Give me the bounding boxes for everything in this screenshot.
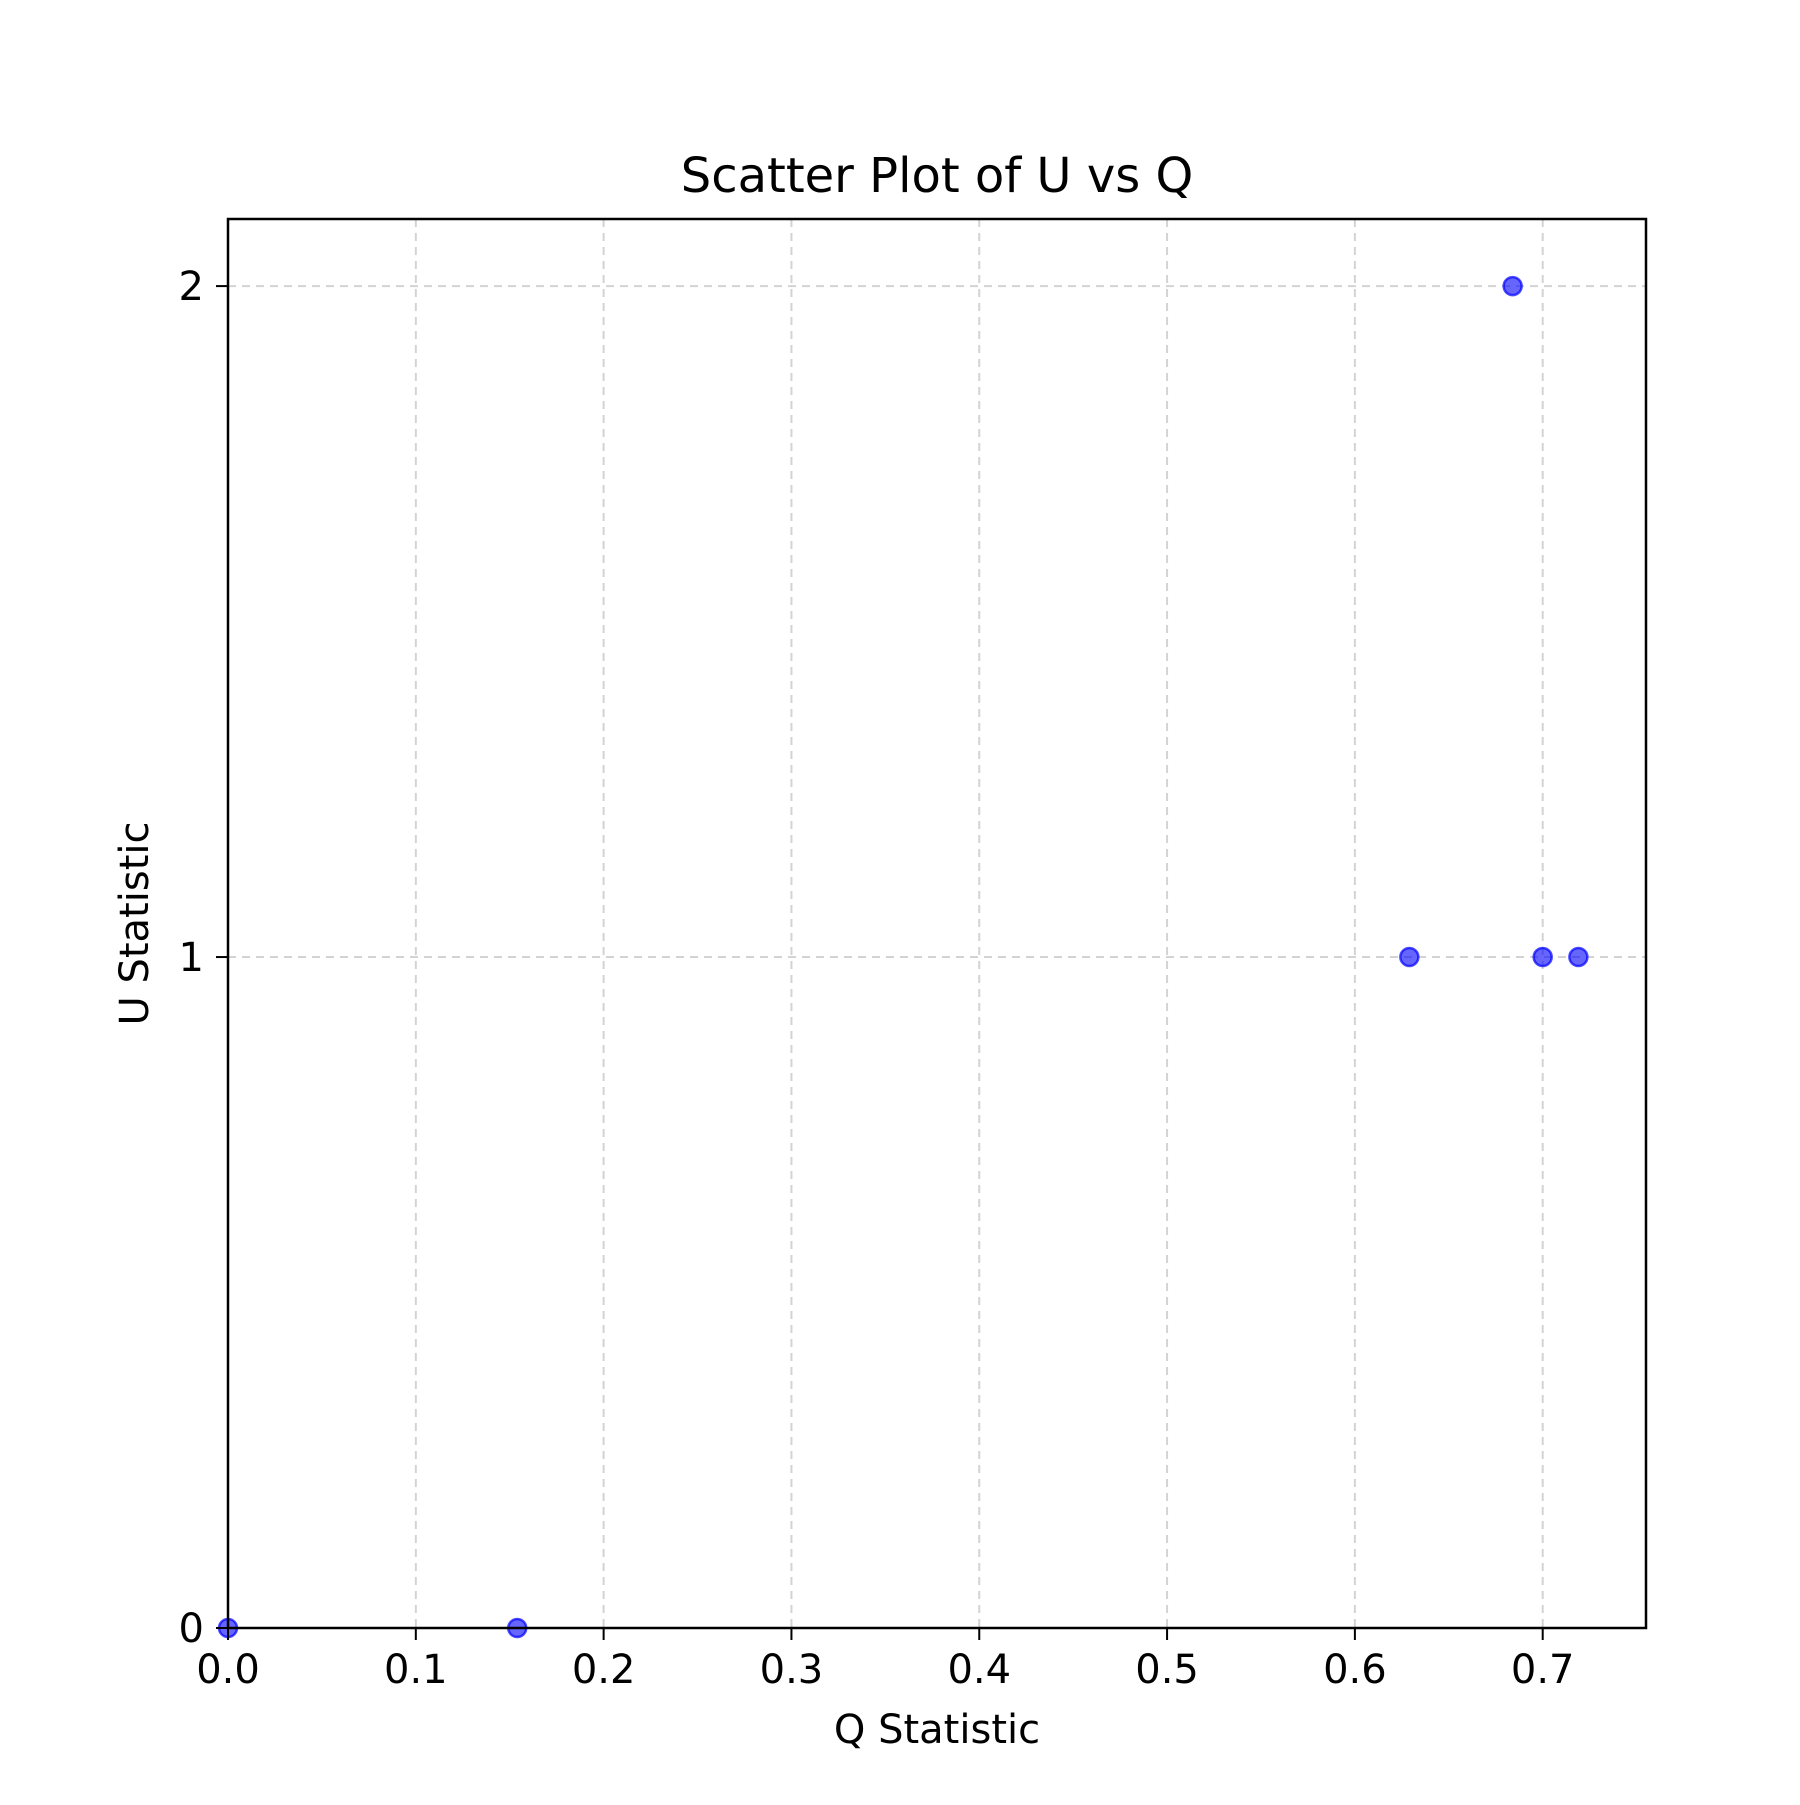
x-tick-label: 0.4 (947, 1647, 1011, 1693)
y-tick-label: 0 (179, 1606, 204, 1652)
plot-frame (226, 217, 1648, 1630)
chart-title: Scatter Plot of U vs Q (681, 148, 1194, 204)
data-point (1532, 946, 1553, 968)
ticks-layer: 0.0 0.1 0.2 0.3 0.4 0.5 0.6 0.7 0 1 2 (179, 264, 1575, 1693)
x-tick-label: 0.1 (384, 1647, 448, 1693)
x-tick-label: 0.3 (760, 1647, 824, 1693)
data-point (1399, 946, 1420, 968)
x-tick-label: 0.0 (196, 1647, 260, 1693)
x-tick-label: 0.6 (1323, 1647, 1387, 1693)
x-tick-label: 0.5 (1135, 1647, 1199, 1693)
data-point (1502, 275, 1523, 297)
x-tick-label: 0.2 (572, 1647, 636, 1693)
x-tick-label: 0.7 (1511, 1647, 1575, 1693)
x-axis-label: Q Statistic (834, 1707, 1040, 1753)
y-tick-label: 2 (179, 264, 204, 310)
y-axis-label: U Statistic (112, 821, 158, 1025)
grid-layer (227, 219, 1646, 1629)
y-tick-label: 1 (179, 935, 204, 981)
data-point (1568, 946, 1589, 968)
points-layer (217, 275, 1589, 1639)
